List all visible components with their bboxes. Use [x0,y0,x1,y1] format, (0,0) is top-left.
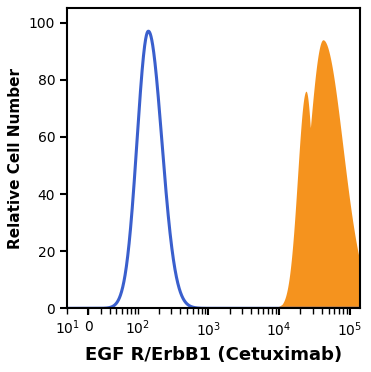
Y-axis label: Relative Cell Number: Relative Cell Number [8,68,23,249]
X-axis label: EGF R/ErbB1 (Cetuximab): EGF R/ErbB1 (Cetuximab) [85,346,342,364]
